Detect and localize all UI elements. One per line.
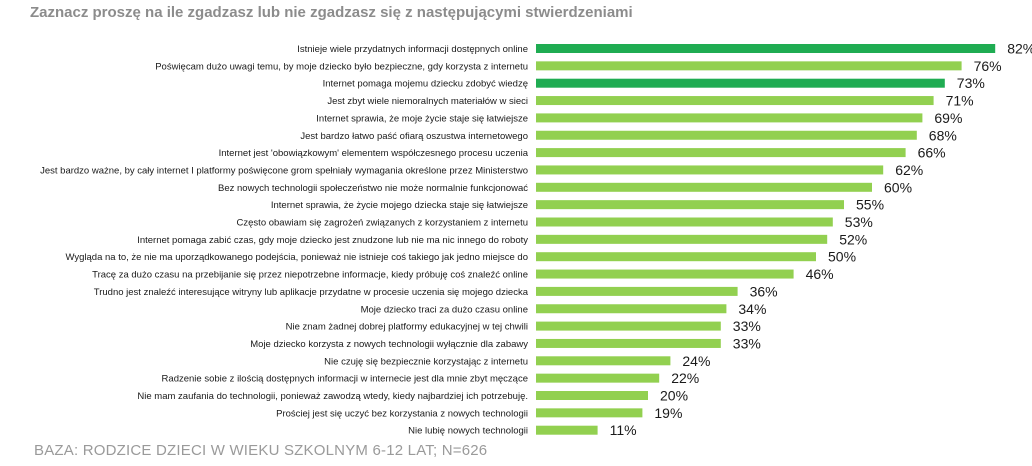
value-label: 11% — [610, 422, 637, 438]
value-label: 33% — [733, 318, 761, 334]
category-label: Nie mam zaufania do technologii, poniewa… — [137, 391, 528, 402]
value-label: 50% — [828, 249, 856, 265]
bar — [536, 304, 727, 314]
value-label: 46% — [806, 266, 834, 282]
category-label: Internet sprawia, że moje życie staje si… — [316, 113, 528, 124]
category-label: Wygląda na to, że nie ma uporządkowanego… — [65, 252, 528, 263]
value-label: 20% — [660, 388, 688, 404]
bar — [536, 182, 872, 192]
value-label: 36% — [750, 283, 778, 299]
value-label: 76% — [974, 58, 1002, 74]
bar — [536, 321, 721, 331]
category-label: Internet pomaga zabić czas, gdy moje dzi… — [137, 235, 528, 246]
bar — [536, 165, 884, 175]
chart-title: Zaznacz proszę na ile zgadzasz lub nie z… — [30, 4, 633, 21]
category-label: Nie lubię nowych technologii — [408, 426, 528, 437]
category-label: Nie znam żadnej dobrej platformy edukacy… — [286, 322, 528, 333]
bar — [536, 217, 833, 227]
category-label: Internet pomaga mojemu dziecku zdobyć wi… — [323, 79, 528, 90]
category-label: Prościej jest się uczyć bez korzystania … — [276, 408, 528, 419]
base-note: BAZA: RODZICE DZIECI W WIEKU SZKOLNYM 6-… — [34, 442, 488, 459]
bar — [536, 338, 721, 348]
category-label: Radzenie sobie z ilością dostępnych info… — [162, 374, 528, 385]
value-label: 68% — [929, 127, 957, 143]
value-label: 24% — [682, 353, 710, 369]
bar — [536, 391, 648, 400]
bar — [536, 408, 643, 418]
category-label: Poświęcam dużo uwagi temu, by moje dziec… — [155, 61, 528, 72]
category-label: Moje dziecko traci za dużo czasu online — [361, 304, 528, 315]
category-label: Internet jest 'obowiązkowym' elementem w… — [219, 148, 529, 159]
category-label: Trudno jest znaleźć interesujące witryny… — [94, 287, 529, 298]
bar — [536, 252, 816, 262]
category-label: Jest bardzo ważne, by cały internet I pl… — [40, 165, 528, 176]
value-label: 60% — [884, 179, 912, 195]
bar — [536, 78, 945, 88]
value-label: 82% — [1007, 41, 1032, 57]
value-label: 53% — [845, 214, 873, 230]
category-label: Bez nowych technologii społeczeństwo nie… — [218, 183, 528, 194]
value-label: 66% — [918, 145, 946, 161]
bar — [536, 96, 934, 106]
bar — [536, 269, 794, 279]
value-label: 22% — [671, 370, 699, 386]
category-label: Jest bardzo łatwo paść ofiarą oszustwa i… — [300, 131, 528, 142]
bar — [536, 44, 996, 53]
value-label: 19% — [654, 405, 682, 421]
value-label: 52% — [839, 231, 867, 247]
value-label: 71% — [946, 93, 974, 109]
bar — [536, 200, 844, 210]
value-label: 69% — [934, 110, 962, 126]
value-label: 55% — [856, 197, 884, 213]
bar — [536, 356, 671, 366]
bar — [536, 61, 962, 71]
value-label: 73% — [957, 75, 985, 91]
category-label: Istnieje wiele przydatnych informacji do… — [297, 44, 528, 55]
value-label: 62% — [895, 162, 923, 178]
bar — [536, 425, 598, 435]
category-label: Moje dziecko korzysta z nowych technolog… — [250, 339, 528, 350]
bar — [536, 286, 738, 296]
category-label: Internet sprawia, że życie mojego dzieck… — [271, 200, 528, 211]
value-label: 34% — [738, 301, 766, 317]
category-label: Jest zbyt wiele niemoralnych materiałów … — [327, 96, 528, 107]
bar — [536, 113, 923, 123]
value-label: 33% — [733, 335, 761, 351]
category-label: Tracę za dużo czasu na przebijanie się p… — [92, 270, 528, 281]
category-label: Często obawiam się zagrożeń związanych z… — [237, 218, 528, 229]
bar — [536, 148, 906, 158]
category-label: Nie czuję się bezpiecznie korzystając z … — [324, 356, 528, 367]
bar — [536, 234, 828, 244]
bar — [536, 373, 660, 383]
bar — [536, 130, 917, 140]
